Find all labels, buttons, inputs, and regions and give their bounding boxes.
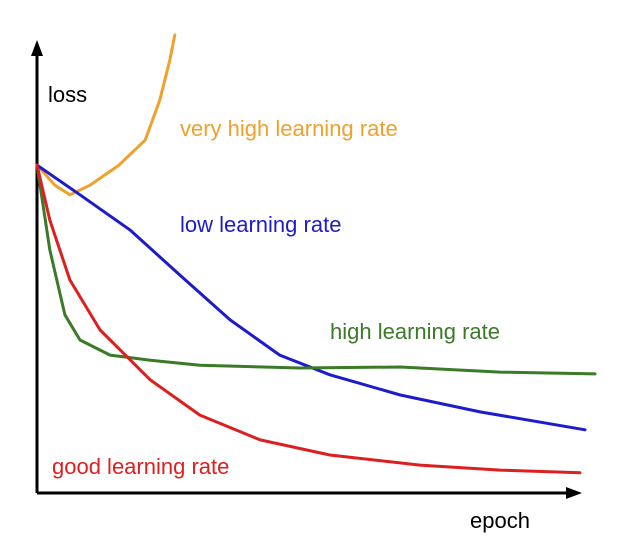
series-label: low learning rate xyxy=(180,212,341,237)
x-axis-label: epoch xyxy=(470,508,530,533)
series-label: good learning rate xyxy=(52,454,229,479)
loss-curve xyxy=(35,33,177,197)
loss-curve xyxy=(35,163,582,475)
series-label: very high learning rate xyxy=(180,116,398,141)
y-axis-arrow xyxy=(31,40,43,56)
series-label: high learning rate xyxy=(330,319,500,344)
y-axis-label: loss xyxy=(48,82,87,107)
loss-curve xyxy=(35,163,597,376)
loss-curve xyxy=(35,163,587,432)
x-axis-arrow xyxy=(566,487,582,499)
